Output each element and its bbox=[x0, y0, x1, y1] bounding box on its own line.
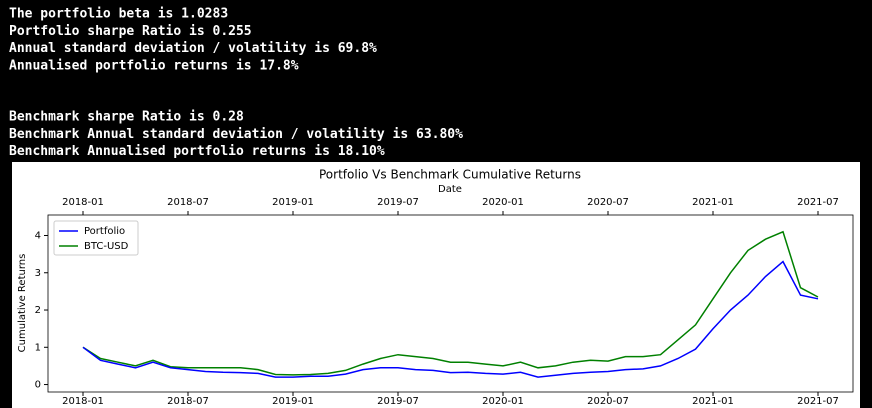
output-line: Benchmark Annual standard deviation / vo… bbox=[9, 127, 463, 142]
x-tick-label-top: 2021-01 bbox=[692, 197, 734, 208]
legend-label: BTC-USD bbox=[84, 241, 129, 252]
output-line: Annual standard deviation / volatility i… bbox=[9, 41, 377, 56]
x-tick-label-top: 2018-07 bbox=[167, 197, 209, 208]
x-tick-label: 2018-01 bbox=[62, 396, 104, 407]
x-tick-label-top: 2020-01 bbox=[482, 197, 524, 208]
y-tick-label: 3 bbox=[35, 268, 41, 279]
series-line bbox=[82, 260, 819, 378]
x-tick-label: 2018-07 bbox=[167, 396, 209, 407]
x-axis-label: Date bbox=[438, 184, 462, 195]
output-line: Portfolio sharpe Ratio is 0.255 bbox=[9, 24, 252, 39]
series-line bbox=[82, 230, 819, 376]
x-tick-label-top: 2020-07 bbox=[587, 197, 629, 208]
x-tick-label-top: 2021-07 bbox=[797, 197, 839, 208]
output-line: Benchmark Annualised portfolio returns i… bbox=[9, 144, 385, 159]
x-tick-label: 2019-01 bbox=[272, 396, 314, 407]
y-tick-label: 0 bbox=[35, 380, 41, 391]
x-tick-label-top: 2018-01 bbox=[62, 197, 104, 208]
output-line: Benchmark sharpe Ratio is 0.28 bbox=[9, 110, 244, 125]
y-tick-label: 1 bbox=[35, 342, 41, 353]
output-line: The portfolio beta is 1.0283 bbox=[9, 7, 228, 22]
x-tick-label: 2020-07 bbox=[587, 396, 629, 407]
y-tick-label: 4 bbox=[35, 230, 41, 241]
y-tick-label: 2 bbox=[35, 305, 41, 316]
x-tick-label-top: 2019-07 bbox=[377, 197, 419, 208]
y-axis-label: Cumulative Returns bbox=[17, 254, 28, 353]
output-line: Annualised portfolio returns is 17.8% bbox=[9, 58, 299, 73]
x-tick-label: 2021-07 bbox=[797, 396, 839, 407]
x-tick-label: 2020-01 bbox=[482, 396, 524, 407]
chart-background bbox=[12, 162, 860, 408]
x-tick-label: 2021-01 bbox=[692, 396, 734, 407]
chart-title: Portfolio Vs Benchmark Cumulative Return… bbox=[319, 168, 581, 182]
x-tick-label-top: 2019-01 bbox=[272, 197, 314, 208]
plot-frame bbox=[47, 214, 854, 393]
x-tick-label: 2019-07 bbox=[377, 396, 419, 407]
legend-label: Portfolio bbox=[84, 226, 125, 237]
